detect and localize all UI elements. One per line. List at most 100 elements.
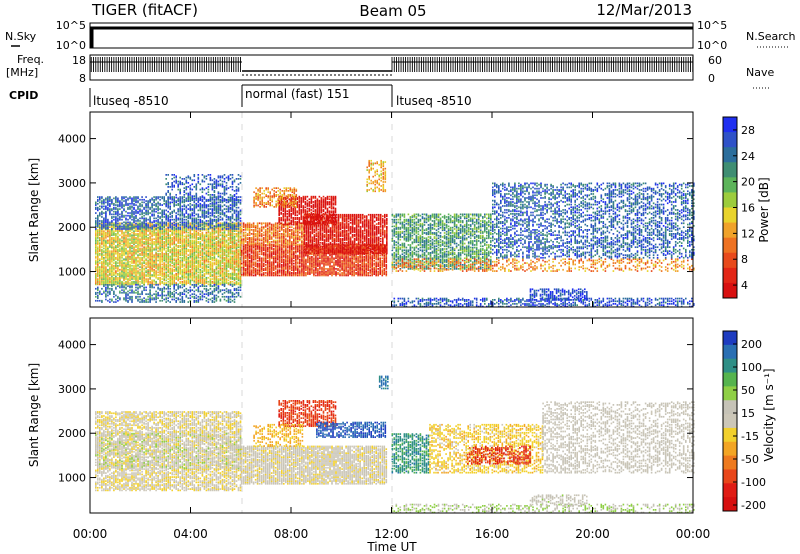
heatmap-cell xyxy=(186,219,188,221)
heatmap-cell xyxy=(117,277,119,279)
heatmap-cell xyxy=(165,248,167,250)
heatmap-cell xyxy=(131,296,133,298)
heatmap-cell xyxy=(125,215,127,217)
heatmap-cell xyxy=(145,203,147,205)
heatmap-cell xyxy=(190,191,192,193)
heatmap-cell xyxy=(234,250,236,252)
heatmap-cell xyxy=(184,183,186,185)
heatmap-cell xyxy=(210,196,212,198)
heatmap-cell xyxy=(224,292,226,294)
heatmap-cell xyxy=(155,291,157,293)
heatmap-cell xyxy=(143,300,145,302)
heatmap-cell xyxy=(196,230,198,232)
heatmap-cell xyxy=(99,212,101,214)
heatmap-cell xyxy=(139,266,141,268)
heatmap-cell xyxy=(117,226,119,228)
heatmap-cell xyxy=(101,200,103,202)
heatmap-cell xyxy=(182,257,184,259)
heatmap-cell xyxy=(190,222,192,224)
heatmap-cell xyxy=(200,250,202,252)
heatmap-cell xyxy=(135,245,137,247)
heatmap-cell xyxy=(234,284,236,286)
heatmap-cell xyxy=(171,211,173,213)
heatmap-cell xyxy=(194,240,196,242)
heatmap-cell xyxy=(139,248,141,250)
heatmap-cell xyxy=(117,204,119,206)
heatmap-cell xyxy=(175,300,177,302)
heatmap-cell xyxy=(192,198,194,200)
heatmap-cell xyxy=(200,189,202,191)
heatmap-cell xyxy=(234,194,236,196)
heatmap-cell xyxy=(113,272,115,274)
heatmap-cell xyxy=(196,203,198,205)
heatmap-cell xyxy=(222,224,224,226)
heatmap-cell xyxy=(169,234,171,236)
heatmap-cell xyxy=(151,214,153,216)
heatmap-cell xyxy=(137,287,139,289)
heatmap-cell xyxy=(115,299,117,301)
heatmap-cell xyxy=(184,284,186,286)
heatmap-cell xyxy=(204,181,206,183)
heatmap-cell xyxy=(101,206,103,208)
heatmap-cell xyxy=(200,296,202,298)
heatmap-cell xyxy=(157,206,159,208)
heatmap-cell xyxy=(161,228,163,230)
heatmap-cell xyxy=(190,203,192,205)
heatmap-cell xyxy=(157,274,159,276)
heatmap-cell xyxy=(133,276,135,278)
heatmap-cell xyxy=(182,178,184,180)
heatmap-cell xyxy=(224,178,226,180)
heatmap-cell xyxy=(139,299,141,301)
heatmap-cell xyxy=(121,219,123,221)
heatmap-cell xyxy=(192,218,194,220)
heatmap-cell xyxy=(173,284,175,286)
heatmap-cell xyxy=(99,266,101,268)
heatmap-cell xyxy=(173,196,175,198)
heatmap-cell xyxy=(238,199,240,201)
heatmap-cell xyxy=(194,200,196,202)
heatmap-cell xyxy=(238,222,240,224)
heatmap-cell xyxy=(99,258,101,260)
heatmap-cell xyxy=(97,207,99,209)
heatmap-cell xyxy=(184,208,186,210)
heatmap-cell xyxy=(188,226,190,228)
heatmap-cell xyxy=(139,285,141,287)
heatmap-cell xyxy=(206,300,208,302)
heatmap-cell xyxy=(169,206,171,208)
heatmap-cell xyxy=(169,264,171,266)
heatmap-cell xyxy=(151,297,153,299)
heatmap-cell xyxy=(220,193,222,195)
heatmap-cell xyxy=(167,274,169,276)
heatmap-cell xyxy=(190,240,192,242)
heatmap-cell xyxy=(228,258,230,260)
heatmap-cell xyxy=(214,301,216,303)
heatmap-cell xyxy=(139,214,141,216)
heatmap-cell xyxy=(234,301,236,303)
heatmap-cell xyxy=(157,224,159,226)
heatmap-cell xyxy=(230,199,232,201)
heatmap-cell xyxy=(198,274,200,276)
heatmap-cell xyxy=(101,224,103,226)
heatmap-cell xyxy=(171,219,173,221)
heatmap-cell xyxy=(135,226,137,228)
heatmap-cell xyxy=(188,182,190,184)
heatmap-cell xyxy=(109,226,111,228)
heatmap-cell xyxy=(153,214,155,216)
heatmap-cell xyxy=(157,202,159,204)
heatmap-cell xyxy=(208,299,210,301)
heatmap-cell xyxy=(177,198,179,200)
heatmap-cell xyxy=(177,297,179,299)
heatmap-cell xyxy=(119,222,121,224)
heatmap-cell xyxy=(121,289,123,291)
heatmap-cell xyxy=(131,198,133,200)
heatmap-cell xyxy=(230,211,232,213)
heatmap-cell xyxy=(143,297,145,299)
heatmap-cell xyxy=(119,269,121,271)
heatmap-cell xyxy=(214,262,216,264)
heatmap-cell xyxy=(165,228,167,230)
heatmap-cell xyxy=(155,218,157,220)
heatmap-cell xyxy=(226,187,228,189)
heatmap-cell xyxy=(125,248,127,250)
heatmap-cell xyxy=(173,269,175,271)
heatmap-cell xyxy=(194,218,196,220)
